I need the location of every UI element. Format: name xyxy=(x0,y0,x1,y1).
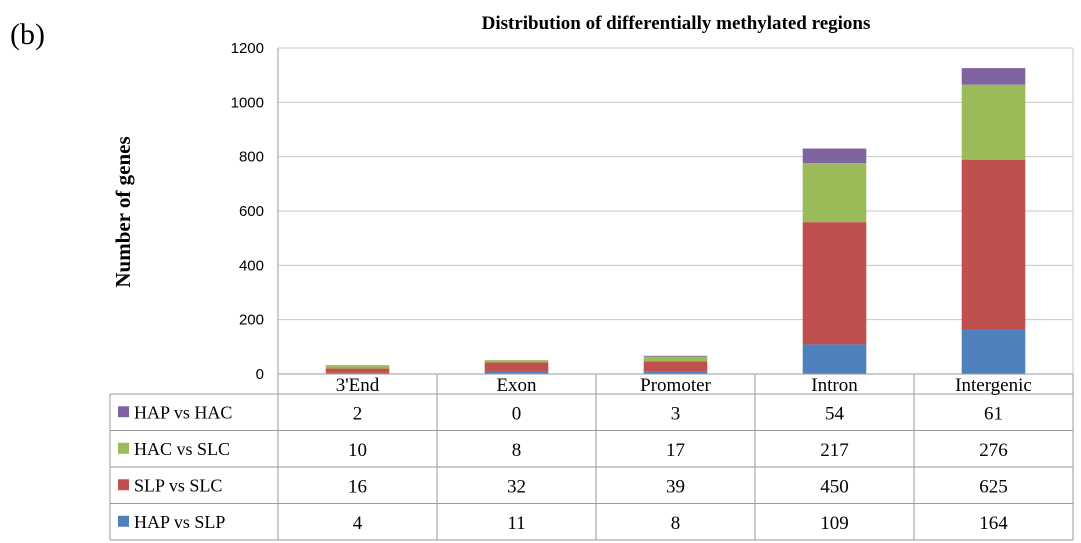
legend-swatch xyxy=(118,515,129,527)
bar-segment xyxy=(802,222,867,345)
table-cell-value: 164 xyxy=(979,513,1008,534)
y-tick-label: 0 xyxy=(256,366,264,383)
table-cell-value: 625 xyxy=(979,476,1008,497)
bars xyxy=(325,68,1026,374)
table-cell-value: 450 xyxy=(820,476,849,497)
table-cell-value: 3 xyxy=(671,403,681,424)
bar-segment xyxy=(961,68,1026,85)
y-tick-label: 1000 xyxy=(231,94,264,111)
panel-label: (b) xyxy=(10,18,45,51)
bar-segment xyxy=(484,371,549,374)
table-cell-value: 4 xyxy=(353,513,363,534)
table-cell-value: 109 xyxy=(820,513,849,534)
bar-segment xyxy=(802,148,867,164)
y-tick-label: 400 xyxy=(239,257,264,274)
gridlines xyxy=(277,47,1074,375)
bar-segment xyxy=(802,163,867,223)
table-cell-value: 217 xyxy=(820,440,849,461)
table-cell-value: 61 xyxy=(984,403,1003,424)
data-table: 3'End Exon Promoter Intron Intergenic HAP vs … xyxy=(109,373,1074,541)
y-axis-ticks: 0 200 400 600 800 1000 1200 xyxy=(231,40,264,383)
table-cell-value: 17 xyxy=(666,440,685,461)
bar-segment xyxy=(643,371,708,374)
category-label: Intron xyxy=(811,375,858,396)
bar-segment xyxy=(484,362,549,372)
bar-segment xyxy=(325,365,390,369)
y-tick-label: 200 xyxy=(239,312,264,329)
y-axis-label: Number of genes xyxy=(111,136,135,287)
legend-label: HAP vs SLP xyxy=(134,512,225,532)
table-cell-value: 16 xyxy=(348,476,367,497)
table-cell-value: 276 xyxy=(979,440,1008,461)
bar-segment xyxy=(325,368,390,373)
bar-segment xyxy=(961,84,1026,160)
legend-swatch xyxy=(118,479,129,491)
legend-label: HAC vs SLC xyxy=(134,439,230,459)
legend-swatch xyxy=(118,406,129,418)
table-cell-value: 8 xyxy=(512,440,522,461)
category-label: Intergenic xyxy=(955,375,1032,396)
table-cell-value: 11 xyxy=(507,513,525,534)
table-cell-value: 39 xyxy=(666,476,685,497)
bar-segment xyxy=(961,159,1026,330)
y-tick-label: 1200 xyxy=(231,40,264,57)
legend-label: SLP vs SLC xyxy=(134,475,222,495)
bar-segment xyxy=(325,372,390,374)
table-cell-value: 10 xyxy=(348,440,367,461)
category-label: Promoter xyxy=(640,375,711,396)
bar-segment xyxy=(802,344,867,374)
bar-segment xyxy=(643,355,708,357)
table-cell-value: 0 xyxy=(512,403,522,424)
table-cell-value: 2 xyxy=(353,403,363,424)
category-label: Exon xyxy=(496,375,537,396)
legend-swatch xyxy=(118,442,129,454)
bar-segment xyxy=(325,365,390,366)
category-label: 3'End xyxy=(336,375,380,396)
chart-title: Distribution of differentially methylate… xyxy=(482,13,871,34)
bar-segment xyxy=(643,361,708,372)
y-tick-label: 800 xyxy=(239,149,264,166)
table-cell-value: 32 xyxy=(507,476,526,497)
table-cell-value: 8 xyxy=(671,513,681,534)
bar-segment xyxy=(961,329,1026,374)
table-cell-value: 54 xyxy=(825,403,845,424)
y-tick-label: 600 xyxy=(239,203,264,220)
bar-segment xyxy=(484,360,549,363)
legend-label: HAP vs HAC xyxy=(134,402,232,422)
bar-segment xyxy=(643,356,708,362)
